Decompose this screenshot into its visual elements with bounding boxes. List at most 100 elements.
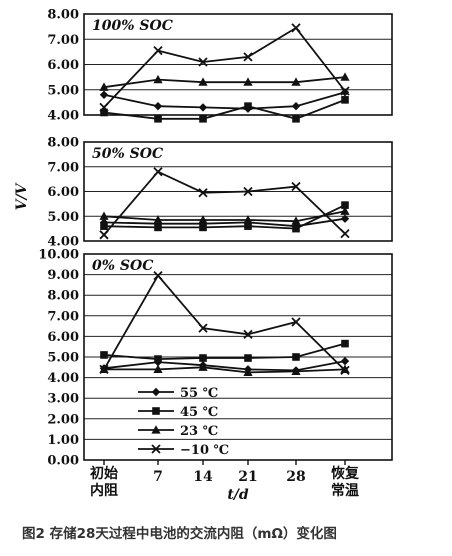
panel-3-ytick-label-8: 8.00 <box>47 289 79 304</box>
panel-3-series-diamond-point-5 <box>340 356 350 366</box>
panel-1-series-triangle-point-5 <box>340 72 350 81</box>
x-axis-title: t/d <box>227 487 249 503</box>
panel-1-series-x-point-2 <box>198 57 208 67</box>
panel-2-series-square-point-3 <box>244 222 252 230</box>
panel-3-series-square-point-4 <box>292 353 300 361</box>
legend-entry-triangle-marker <box>151 425 161 434</box>
panel-1-frame <box>83 13 393 116</box>
panel-3-frame <box>83 253 393 461</box>
panel-3-series-x-point-1-b <box>153 270 163 281</box>
panel-1-series-x-point-0-b <box>99 102 109 113</box>
panel-2-series-x-point-3 <box>243 186 253 197</box>
panel-2-ytick-label-3: 7.00 <box>47 160 79 175</box>
panel-1-series-x-point-5 <box>340 86 350 96</box>
panel-2-series-triangle-point-4 <box>291 216 301 225</box>
panel-3-series-triangle-point-5 <box>340 364 350 373</box>
legend-entry-triangle-label: 23 ℃ <box>180 424 218 439</box>
panel-1-series-x-point-4 <box>291 23 301 33</box>
x-category-label-5-0: 恢复 <box>331 465 360 482</box>
panel-2-series-x-point-1 <box>153 167 163 177</box>
panel-3-series-triangle-point-4 <box>291 366 301 376</box>
panel-2-series-x-point-0-b <box>99 230 109 240</box>
panel-1-series-diamond-point-4 <box>291 101 301 111</box>
panel-2-series-square-point-0 <box>100 222 108 230</box>
panel-3-series-x-point-2 <box>198 323 208 333</box>
panel-2-series-x-point-2 <box>198 188 208 198</box>
panel-3-series-x-point-3 <box>243 329 253 339</box>
panel-3-series-square-point-1 <box>154 355 162 363</box>
panel-2-series-square-point-2 <box>199 223 207 232</box>
panel-1-series-square-point-4 <box>292 114 300 123</box>
panel-2-ytick-label-4: 8.00 <box>47 136 79 151</box>
panel-2-series-triangle-point-2 <box>198 215 208 224</box>
x-category-label-5-1: 常温 <box>331 482 359 499</box>
panel-1-series-diamond-point-0 <box>99 90 109 99</box>
panel-1-series-square-point-0 <box>100 108 108 117</box>
panel-1-series-x-point-3-b <box>243 52 253 62</box>
panel-1-series-square-point-1 <box>154 114 162 123</box>
panel-1-series-triangle-point-3 <box>243 77 253 86</box>
panel-2-series-triangle-point-3 <box>243 215 253 224</box>
panel-2-series-square-point-5 <box>341 201 349 209</box>
panel-2-series-square-point-4 <box>292 224 300 233</box>
panel-3-series-diamond-line <box>103 360 346 372</box>
panel-3-series-x-point-1 <box>153 270 163 281</box>
panel-1-series-square-point-2 <box>199 114 207 123</box>
panel-1-series-x-point-0 <box>99 102 109 113</box>
panel-3-ytick-label-4: 4.00 <box>47 371 79 386</box>
x-category-label-0-0: 初始 <box>90 465 118 482</box>
panel-1-ytick-label-3: 7.00 <box>47 33 79 48</box>
panel-2-ytick-label-0: 4.00 <box>47 235 79 250</box>
panel-3-ytick-label-9: 9.00 <box>47 268 79 283</box>
legend-entry-square-label: 45 ℃ <box>180 405 218 420</box>
panel-3-ytick-label-1: 1.00 <box>47 433 79 448</box>
panel-2-series-x-line <box>103 170 346 236</box>
panel-2-ytick-label-2: 6.00 <box>47 185 79 200</box>
legend-entry-x-label: −10 ℃ <box>180 443 229 458</box>
panel-2-series-square-point-1 <box>154 223 162 232</box>
panel-3-series-square-point-0 <box>100 351 108 359</box>
panel-3-label: 0% SOC <box>92 258 153 274</box>
panel-3-ytick-label-3: 3.00 <box>47 392 79 407</box>
panel-1-series-x-point-1-b <box>153 45 163 56</box>
panel-1-ytick-label-0: 4.00 <box>47 109 79 124</box>
panel-3-series-x-point-5-b <box>340 365 350 376</box>
x-category-label-1-0: 7 <box>153 469 163 485</box>
panel-1-series-x-point-1 <box>153 45 163 56</box>
panel-2-series-square-line <box>103 204 346 230</box>
panel-1-series-diamond-point-2 <box>198 103 208 112</box>
panel-2-series-triangle-point-0 <box>99 211 109 220</box>
panel-2-series-triangle-point-1 <box>153 215 163 224</box>
panel-3-ytick-label-7: 7.00 <box>47 309 79 324</box>
panel-1-series-x-point-3 <box>243 52 253 62</box>
panel-1-series-square-point-5 <box>341 96 349 104</box>
legend-entry-x-marker-b <box>151 444 161 454</box>
panel-2-series-x-point-0 <box>99 230 109 240</box>
panel-2-series-diamond-point-5 <box>340 214 350 223</box>
panel-3-ytick-label-6: 6.00 <box>47 330 79 345</box>
y-axis-title: V/V <box>14 181 30 210</box>
x-category-label-0-1: 内阻 <box>90 482 118 499</box>
panel-3-ytick-label-10: 10.00 <box>38 248 79 263</box>
panel-2-ytick-label-1: 5.00 <box>47 210 79 225</box>
panel-2-frame <box>83 141 393 242</box>
panel-1-ytick-label-2: 6.00 <box>47 58 79 73</box>
panel-3-series-x-point-4 <box>291 317 301 327</box>
panel-3-series-triangle-line <box>104 366 346 374</box>
panel-3-series-triangle-point-1 <box>153 364 163 373</box>
panel-1-ytick-label-1: 5.00 <box>47 83 79 98</box>
panel-3-series-square-point-2 <box>199 354 207 362</box>
x-category-label-3-0: 21 <box>238 469 257 485</box>
panel-2-series-x-point-4-b <box>291 181 301 192</box>
figure-caption: 图2 存储28天过程中电池的交流内阻（mΩ）变化图 <box>22 526 337 542</box>
panel-1-ytick-label-4: 8.00 <box>47 8 79 23</box>
panel-3-series-x-point-0-b <box>99 364 109 374</box>
panel-1-series-triangle-point-4 <box>291 77 301 86</box>
panel-2-series-x-point-5 <box>340 228 350 239</box>
panel-3-series-triangle-point-3 <box>243 367 253 377</box>
panel-1-series-triangle-line <box>103 76 346 89</box>
panel-1-series-x-line <box>103 26 346 109</box>
panel-1-series-x-point-4-b <box>291 23 301 33</box>
panel-3-series-triangle-point-2 <box>198 362 208 371</box>
panel-3-series-x-point-3-b <box>243 329 253 339</box>
